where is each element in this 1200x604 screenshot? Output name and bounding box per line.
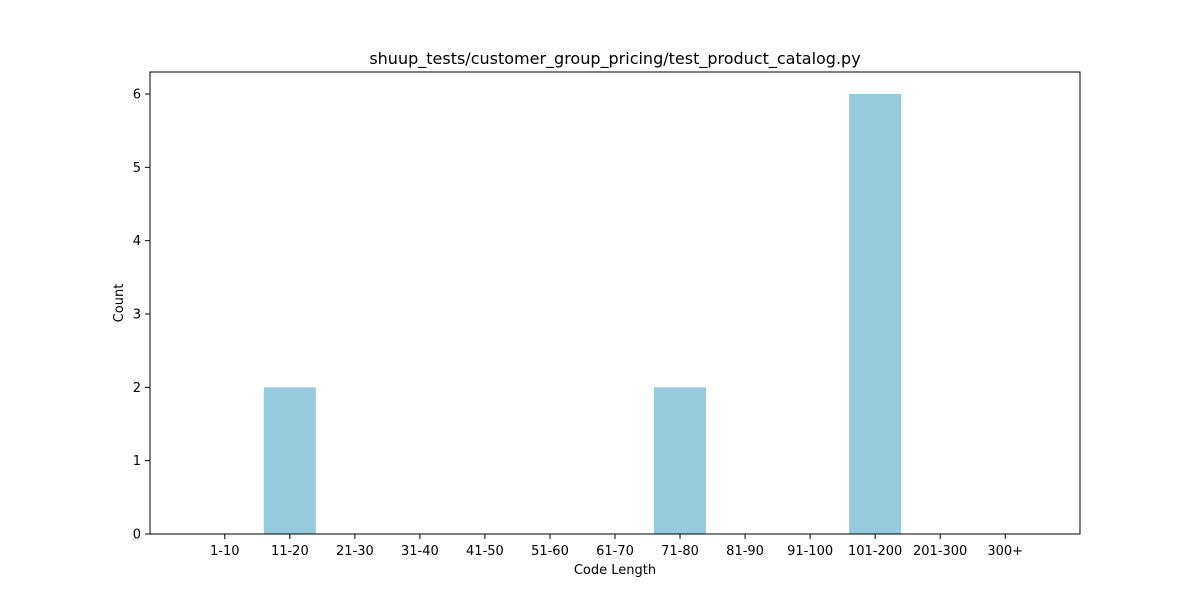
- y-axis-label: Count: [112, 284, 127, 323]
- y-tick-label: 0: [133, 528, 141, 543]
- x-axis-ticks: 1-10 11-20 21-30 31-40 41-50 51-60 61-70 71-80 8…: [210, 534, 1023, 559]
- y-tick-label: 4: [133, 234, 141, 249]
- y-tick-label: 3: [133, 308, 141, 323]
- y-tick-label: 2: [133, 381, 141, 396]
- x-tick-label: 61-70: [596, 544, 634, 559]
- x-axis-label: Code Length: [574, 563, 656, 578]
- x-tick-label: 11-20: [271, 544, 309, 559]
- chart-title: shuup_tests/customer_group_pricing/test_…: [369, 49, 860, 69]
- bar-71-80: [654, 387, 707, 534]
- x-tick-label: 71-80: [661, 544, 699, 559]
- x-tick-label: 101-200: [848, 544, 902, 559]
- x-tick-label: 300+: [987, 544, 1023, 559]
- bars-group: [263, 94, 902, 534]
- plot-area-frame: [149, 71, 1081, 535]
- y-axis-ticks: 0 1 2 3 4 5 6: [133, 88, 150, 543]
- bar-11-20: [263, 387, 316, 534]
- y-tick-label: 6: [133, 88, 141, 103]
- x-tick-label: 81-90: [726, 544, 764, 559]
- x-tick-label: 41-50: [466, 544, 504, 559]
- y-tick-label: 5: [133, 161, 141, 176]
- x-tick-label: 31-40: [401, 544, 439, 559]
- x-tick-label: 21-30: [336, 544, 374, 559]
- bar-101-200: [849, 94, 902, 534]
- x-tick-label: 51-60: [531, 544, 569, 559]
- x-tick-label: 1-10: [210, 544, 240, 559]
- x-tick-label: 91-100: [787, 544, 833, 559]
- y-tick-label: 1: [133, 454, 141, 469]
- x-tick-label: 201-300: [913, 544, 967, 559]
